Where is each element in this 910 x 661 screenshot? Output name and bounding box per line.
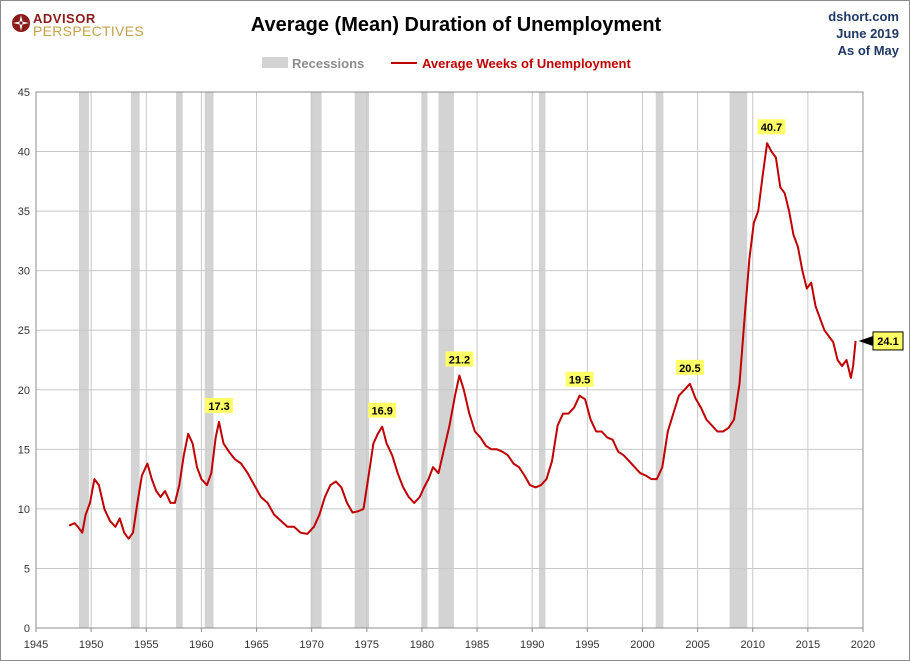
- source-asof: As of May: [837, 43, 899, 58]
- last-value-label: 24.1: [877, 336, 898, 348]
- x-tick-label: 1945: [24, 639, 48, 651]
- legend-series-label: Average Weeks of Unemployment: [422, 56, 631, 71]
- series-line-average-weeks: [68, 142, 857, 540]
- peak-label-box: [757, 119, 786, 135]
- logo-text-perspectives: PERSPECTIVES: [33, 23, 144, 39]
- x-tick-label: 2000: [630, 639, 654, 651]
- peak-label-box: [445, 351, 474, 367]
- last-value-callout: 24.1: [858, 331, 904, 351]
- y-tick-label: 35: [18, 206, 30, 218]
- advisor-perspectives-logo: ADVISOR PERSPECTIVES: [11, 11, 144, 41]
- recession-band: [79, 92, 89, 628]
- x-tick-label: 1970: [299, 639, 323, 651]
- recession-band: [204, 92, 214, 628]
- compass-rose-icon: [12, 14, 30, 32]
- last-value-pointer: [858, 335, 873, 346]
- peak-label: 20.5: [679, 363, 700, 375]
- recession-band: [130, 92, 140, 628]
- x-tick-label: 1960: [189, 639, 213, 651]
- x-tick-label: 2020: [851, 639, 875, 651]
- peak-label: 17.3: [208, 401, 229, 413]
- y-tick-label: 0: [24, 623, 30, 635]
- source-date: June 2019: [836, 26, 899, 41]
- y-tick-label: 45: [18, 87, 30, 99]
- peak-label: 21.2: [449, 354, 470, 366]
- recession-band: [310, 92, 322, 628]
- x-tick-label: 1965: [244, 639, 268, 651]
- x-tick-label: 1980: [410, 639, 434, 651]
- x-tick-label: 1985: [465, 639, 489, 651]
- plot-area-border: [35, 91, 864, 629]
- x-tick-label: 1955: [134, 639, 158, 651]
- x-tick-label: 1950: [79, 639, 103, 651]
- y-tick-label: 30: [18, 266, 30, 278]
- logo-text-advisor: ADVISOR: [33, 11, 96, 26]
- recession-bands: [79, 92, 748, 628]
- y-tick-label: 5: [24, 563, 30, 575]
- legend-recession-swatch: [262, 57, 288, 68]
- x-axis: 1945 1950 1955 1960 1965 1970 1975 1980 1985 1990…: [24, 628, 875, 651]
- recession-band: [655, 92, 664, 628]
- source-site[interactable]: dshort.com: [828, 9, 899, 24]
- peak-label: 19.5: [569, 375, 590, 387]
- y-tick-label: 20: [18, 385, 30, 397]
- y-axis: 0 5 10 15 20 25 30 35 40 45: [18, 87, 30, 635]
- chart-title: Average (Mean) Duration of Unemployment: [250, 14, 662, 36]
- x-tick-label: 1975: [355, 639, 379, 651]
- legend: Recessions Average Weeks of Unemployment: [262, 56, 631, 71]
- y-tick-label: 10: [18, 504, 30, 516]
- recession-band: [729, 92, 748, 628]
- x-tick-label: 2015: [796, 639, 820, 651]
- peak-annotations: 17.3 16.9 21.2 19.5 20.5 40.7: [205, 119, 786, 418]
- peak-label: 16.9: [372, 406, 393, 418]
- y-tick-label: 15: [18, 444, 30, 456]
- peak-label-box: [368, 402, 397, 418]
- peak-label: 40.7: [761, 122, 782, 134]
- recession-band: [538, 92, 546, 628]
- x-tick-label: 1990: [520, 639, 544, 651]
- peak-label-box: [565, 371, 594, 387]
- peak-label-box: [205, 397, 234, 413]
- x-tick-label: 1995: [575, 639, 599, 651]
- peak-label-box: [675, 359, 704, 375]
- y-tick-label: 40: [18, 147, 30, 159]
- y-tick-label: 25: [18, 325, 30, 337]
- source-info: dshort.com June 2019 As of May: [828, 8, 899, 59]
- grid-lines: [36, 92, 863, 628]
- x-tick-label: 2005: [685, 639, 709, 651]
- recession-band: [421, 92, 428, 628]
- x-tick-label: 2010: [740, 639, 764, 651]
- legend-recession-label: Recessions: [292, 56, 364, 71]
- recession-band: [176, 92, 183, 628]
